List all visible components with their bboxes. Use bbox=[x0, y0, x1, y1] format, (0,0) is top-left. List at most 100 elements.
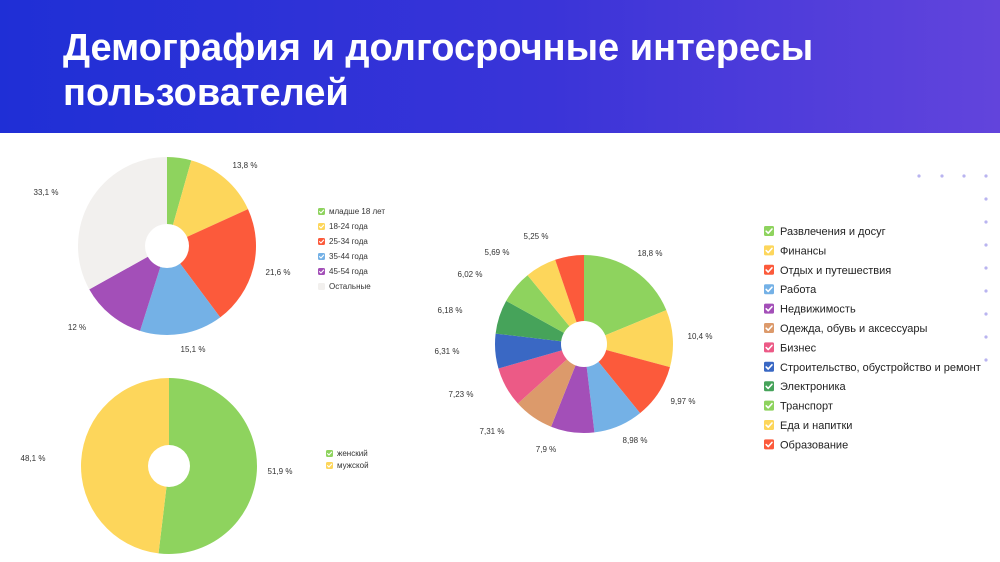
decor-dot bbox=[984, 289, 988, 293]
interests-legend-item: Финансы bbox=[764, 245, 826, 257]
legend-label: 18-24 года bbox=[329, 222, 368, 231]
interests-slice-работа bbox=[584, 344, 641, 433]
interests-legend-item: Отдых и путешествия bbox=[764, 264, 891, 277]
gender-legend-item: женский bbox=[326, 449, 368, 458]
checkmark-icon bbox=[765, 441, 773, 448]
checkmark-icon bbox=[765, 344, 773, 351]
age-legend-item: 25-34 года bbox=[318, 237, 368, 246]
age-slice-45-54-года bbox=[89, 246, 167, 331]
checkmark-icon bbox=[326, 451, 333, 456]
legend-label: Образование bbox=[780, 439, 848, 451]
interests-legend-item: Одежда, обувь и аксессуары bbox=[764, 323, 928, 335]
interests-slice-транспорт bbox=[506, 275, 584, 344]
age-slice-35-44-года bbox=[140, 246, 221, 335]
interests-value-label: 5,69 % bbox=[485, 248, 510, 257]
interests-slice-развлечения-и-досуг bbox=[584, 255, 667, 344]
interests-legend: Развлечения и досуг Финансы Отдых и путеше… bbox=[764, 226, 981, 451]
interests-legend-item: Развлечения и досуг bbox=[764, 226, 886, 238]
decor-dot bbox=[984, 358, 988, 362]
interests-slice-отдых-и-путешествия bbox=[584, 344, 670, 414]
legend-label: женский bbox=[337, 449, 368, 458]
legend-swatch bbox=[318, 283, 325, 290]
legend-label: Работа bbox=[780, 284, 817, 296]
age-slice-младше-18-лет bbox=[167, 157, 192, 246]
decorative-dots bbox=[917, 174, 988, 362]
checkmark-icon bbox=[765, 364, 773, 370]
age-value-label: 12 % bbox=[68, 323, 86, 332]
interests-legend-item: Работа bbox=[764, 284, 817, 296]
checkmark-icon bbox=[765, 402, 773, 409]
checkmark-icon bbox=[318, 269, 325, 274]
interests-slice-электроника bbox=[495, 300, 584, 344]
interests-slice-образование bbox=[555, 255, 584, 344]
decor-dot bbox=[984, 266, 988, 270]
age-slice-18-24-года bbox=[167, 160, 248, 246]
age-value-label: 33,1 % bbox=[34, 188, 59, 197]
interests-legend-item: Транспорт bbox=[764, 400, 833, 413]
gender-value-label: 51,9 % bbox=[268, 467, 293, 476]
interests-legend-item: Бизнес bbox=[764, 342, 817, 354]
age-legend-item: 45-54 года bbox=[318, 267, 368, 276]
interests-donut-hole bbox=[561, 321, 607, 367]
interests-value-label: 6,02 % bbox=[458, 270, 483, 279]
interests-pie-chart: 18,8 % 10,4 % 9,97 % 8,98 % 7,9 % 7,31 % 7,23 … bbox=[435, 232, 713, 454]
legend-label: младше 18 лет bbox=[329, 207, 385, 216]
age-legend: младше 18 лет 18-24 года 25-34 года 35-44 г… bbox=[318, 207, 385, 291]
checkmark-icon bbox=[318, 209, 325, 214]
gender-pie-chart: 51,9 % 48,1 % bbox=[21, 378, 293, 554]
gender-slice-женский bbox=[158, 378, 257, 554]
legend-label: 35-44 года bbox=[329, 252, 368, 261]
interests-value-label: 5,25 % bbox=[524, 232, 549, 241]
decor-dot bbox=[984, 220, 988, 224]
age-pie-chart: 13,8 % 21,6 % 15,1 % 12 % 33,1 % bbox=[34, 157, 291, 354]
age-donut-hole bbox=[145, 224, 189, 268]
checkmark-icon bbox=[765, 247, 773, 254]
checkmark-icon bbox=[765, 286, 773, 293]
age-legend-item: 35-44 года bbox=[318, 252, 368, 261]
age-slice-25-34-года bbox=[167, 209, 256, 318]
interests-slice-финансы bbox=[584, 310, 673, 368]
checkmark-icon bbox=[765, 422, 773, 428]
checkmark-icon bbox=[318, 254, 325, 259]
page-title: Демография и долгосрочные интересы польз… bbox=[63, 27, 814, 114]
age-slice-остальные bbox=[77, 157, 167, 290]
decor-dot bbox=[940, 174, 944, 178]
age-value-label: 15,1 % bbox=[181, 345, 206, 354]
legend-label: Остальные bbox=[329, 282, 371, 291]
interests-legend-item: Строительство, обустройство и ремонт bbox=[764, 361, 981, 374]
age-value-label: 13,8 % bbox=[233, 161, 258, 170]
decor-dot bbox=[984, 197, 988, 201]
interests-value-label: 6,31 % bbox=[435, 347, 460, 356]
checkmark-icon bbox=[765, 267, 773, 273]
age-value-label: 21,6 % bbox=[266, 268, 291, 277]
interests-slice-бизнес bbox=[498, 344, 584, 404]
age-legend-item: младше 18 лет bbox=[318, 207, 385, 216]
interests-value-label: 8,98 % bbox=[623, 436, 648, 445]
checkmark-icon bbox=[318, 224, 325, 229]
checkmark-icon bbox=[765, 383, 773, 390]
legend-label: Отдых и путешествия bbox=[780, 265, 891, 277]
interests-legend-item: Образование bbox=[764, 439, 848, 451]
decor-dot bbox=[984, 335, 988, 339]
interests-legend-item: Недвижимость bbox=[764, 303, 856, 316]
header-banner: Демография и долгосрочные интересы польз… bbox=[0, 0, 1000, 133]
decor-dot bbox=[962, 174, 966, 178]
checkmark-icon bbox=[318, 239, 325, 244]
interests-value-label: 7,9 % bbox=[536, 445, 556, 454]
interests-legend-item: Электроника bbox=[764, 381, 847, 393]
legend-label: Транспорт bbox=[780, 401, 833, 413]
checkmark-icon bbox=[765, 325, 773, 331]
legend-label: Развлечения и досуг bbox=[780, 226, 886, 238]
interests-value-label: 18,8 % bbox=[638, 249, 663, 258]
legend-label: Бизнес bbox=[780, 342, 817, 354]
legend-label: 45-54 года bbox=[329, 267, 368, 276]
interests-value-label: 7,23 % bbox=[449, 390, 474, 399]
legend-label: Одежда, обувь и аксессуары bbox=[780, 323, 928, 335]
gender-legend: женский мужской bbox=[326, 449, 369, 470]
gender-donut-hole bbox=[148, 445, 190, 487]
interests-value-label: 9,97 % bbox=[671, 397, 696, 406]
age-legend-item: Остальные bbox=[318, 282, 371, 291]
legend-label: Еда и напитки bbox=[780, 420, 852, 432]
decor-dot bbox=[984, 243, 988, 247]
